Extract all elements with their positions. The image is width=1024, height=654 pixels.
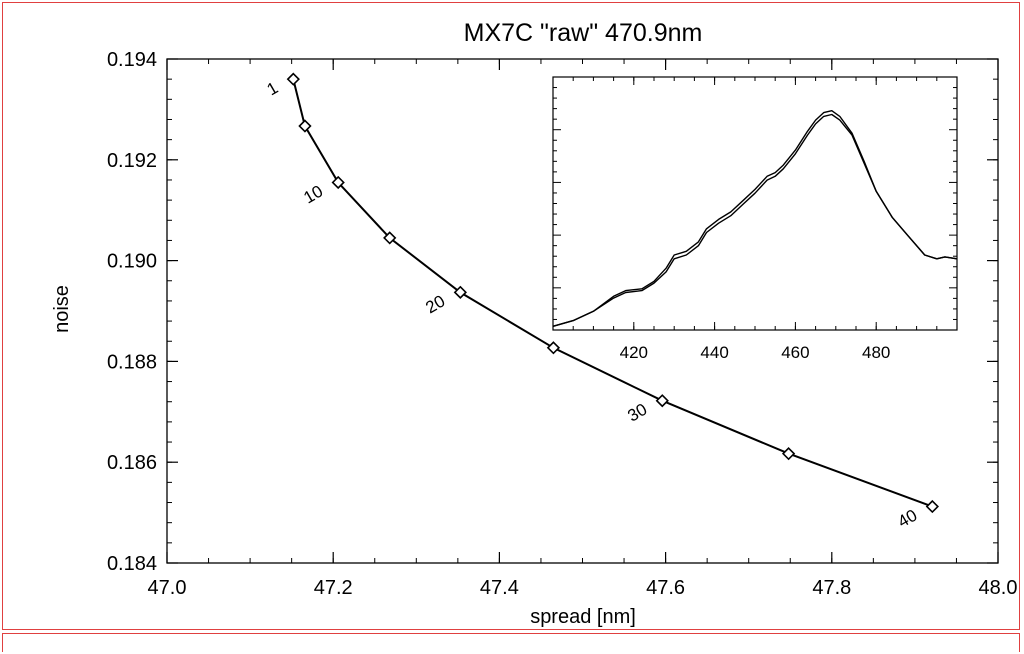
x-tick-label: 48.0 [979,577,1018,599]
inset-spectrum-line [552,113,958,327]
inset-x-tick-label: 440 [700,343,728,362]
inset-x-tick-label: 460 [781,343,809,362]
y-tick-label: 0.190 [107,251,157,273]
x-tick-label: 47.4 [480,577,519,599]
x-tick-label: 47.0 [148,577,187,599]
y-tick-label: 0.192 [107,150,157,172]
data-point-marker [383,231,397,245]
y-tick-label: 0.194 [107,49,157,71]
x-axis-label: spread [nm] [530,606,636,628]
point-annotation: 20 [422,291,448,317]
chart-title: MX7C "raw" 470.9nm [464,19,703,47]
data-point-marker [298,119,312,133]
y-tick-label: 0.184 [107,553,157,575]
y-tick-label: 0.188 [107,351,157,373]
inset-x-tick-label: 420 [620,343,648,362]
inset-x-tick-label: 480 [862,343,890,362]
inset-border [552,76,958,331]
data-point-marker [331,175,345,190]
inset-plot: 420 440 460 480 [552,76,958,362]
data-point-marker [546,341,561,355]
x-tick-label: 47.2 [314,577,353,599]
point-annotation: 10 [300,182,326,208]
point-annotation: 30 [624,400,650,426]
point-annotation: 1 [264,78,282,99]
data-point-marker [925,499,939,514]
data-point-marker [781,447,796,461]
data-point-marker [286,72,300,86]
x-tick-label: 47.8 [812,577,851,599]
x-tick-label: 47.6 [646,577,685,599]
point-annotation: 40 [895,506,921,532]
data-point-marker [453,285,467,299]
bottom-strip [2,633,1020,652]
data-point-marker [655,394,669,408]
y-tick-label: 0.186 [107,452,157,474]
y-axis-label: noise [51,285,73,333]
figure-frame [2,2,1020,630]
